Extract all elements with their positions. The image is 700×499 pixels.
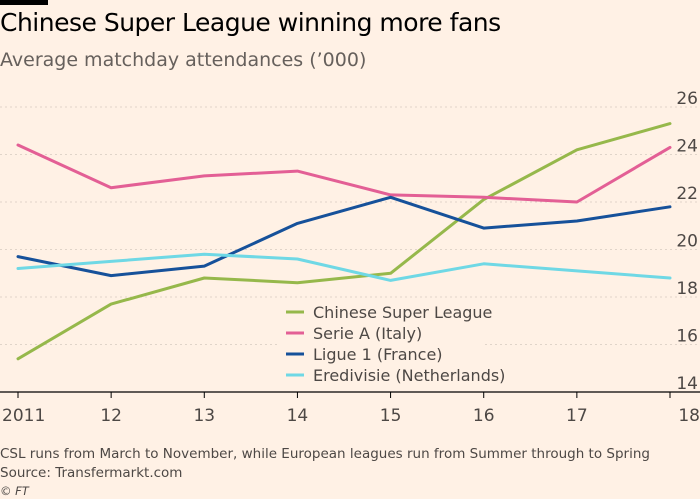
y-tick-label: 14 bbox=[676, 374, 698, 394]
chart-subtitle: Average matchday attendances (’000) bbox=[0, 49, 367, 71]
series-line-1 bbox=[16, 143, 672, 204]
series-line-0 bbox=[16, 122, 672, 361]
line-chart: 14 16 18 20 22 24 26 2011 12 13 14 15 16 17 18 Chines… bbox=[0, 89, 700, 426]
footnote: CSL runs from March to November, while E… bbox=[0, 446, 650, 462]
y-axis-ticks: 14 16 18 20 22 24 26 bbox=[676, 89, 698, 394]
x-tick-label: 13 bbox=[193, 406, 215, 426]
legend-bg bbox=[278, 302, 483, 322]
legend-bg bbox=[278, 344, 483, 364]
x-tick-label: 17 bbox=[566, 406, 588, 426]
y-tick-label: 16 bbox=[676, 327, 698, 347]
series-line-2 bbox=[16, 195, 672, 278]
y-tick-label: 22 bbox=[676, 184, 698, 204]
y-tick-label: 24 bbox=[676, 137, 698, 157]
legend-bg bbox=[278, 323, 483, 343]
legend-label: Eredivisie (Netherlands) bbox=[313, 366, 505, 385]
chart-title: Chinese Super League winning more fans bbox=[0, 8, 501, 37]
x-tick-label: 15 bbox=[380, 406, 402, 426]
series-line-3 bbox=[16, 252, 672, 282]
legend-label: Serie A (Italy) bbox=[313, 324, 422, 343]
x-tick-label: 2011 bbox=[2, 406, 45, 426]
ft-credit: © FT bbox=[0, 484, 29, 498]
x-tick-label: 12 bbox=[100, 406, 122, 426]
legend-label: Chinese Super League bbox=[313, 303, 492, 322]
y-tick-label: 26 bbox=[676, 89, 698, 109]
x-axis: 2011 12 13 14 15 16 17 18 bbox=[0, 391, 700, 426]
source-note: Source: Transfermarkt.com bbox=[0, 465, 183, 481]
legend: Chinese Super League Serie A (Italy) Ligue… bbox=[278, 302, 505, 385]
legend-bg bbox=[278, 365, 483, 385]
y-tick-label: 18 bbox=[676, 279, 698, 299]
x-tick-label: 16 bbox=[473, 406, 495, 426]
x-tick-label: 18 bbox=[678, 406, 700, 426]
legend-label: Ligue 1 (France) bbox=[313, 345, 443, 364]
y-tick-label: 20 bbox=[676, 232, 698, 252]
series-lines bbox=[16, 122, 672, 361]
ft-topbar bbox=[0, 0, 48, 5]
x-tick-label: 14 bbox=[287, 406, 309, 426]
